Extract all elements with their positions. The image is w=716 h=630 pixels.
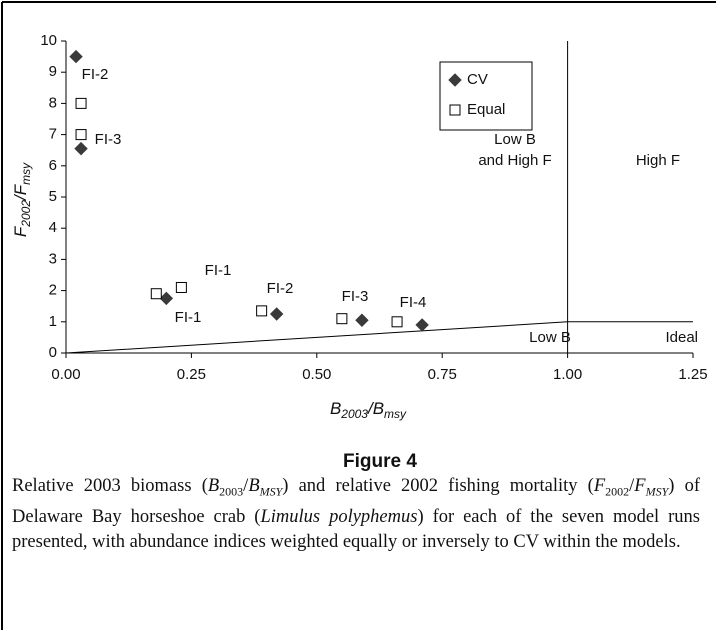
cv-point — [69, 49, 83, 64]
x-label-main2: /B — [367, 399, 384, 418]
y-tick-label: 2 — [49, 282, 57, 299]
point-annotation: FI-3 — [95, 131, 122, 148]
caption: Relative 2003 biomass (B2003/BMSY) and r… — [12, 474, 700, 555]
region-label: and High F — [478, 152, 551, 169]
caption-part: ) for each of the seven model runs prese… — [12, 506, 701, 552]
equal-point — [391, 316, 403, 328]
figure-label: Figure 4 — [343, 451, 417, 472]
equal-point — [75, 129, 87, 141]
equal-point — [75, 97, 87, 109]
equal-point — [336, 313, 348, 325]
y-tick-label: 4 — [49, 219, 57, 236]
x-tick-label: 1.00 — [553, 366, 582, 383]
x-tick-label: 0.00 — [51, 366, 80, 383]
caption-part: F — [634, 476, 646, 496]
y-tick-label: 8 — [49, 94, 57, 111]
y-label-sub2: msy — [19, 162, 33, 185]
caption-part: 2003 — [219, 484, 244, 499]
y-tick-label: 10 — [40, 32, 57, 49]
equal-point — [175, 281, 187, 293]
x-axis-label: B2003/Bmsy — [330, 399, 407, 421]
cv-point — [415, 318, 429, 332]
cv-point — [159, 291, 174, 306]
cv-point — [355, 313, 369, 327]
point-annotation: FI-4 — [400, 294, 427, 311]
legend-marker — [449, 104, 461, 116]
caption-part: Relative 2003 biomass ( — [12, 476, 208, 496]
caption-part: 2002 — [605, 484, 630, 499]
legend-label: CV — [467, 71, 488, 88]
caption-part: F — [593, 476, 606, 496]
y-label-main2: /F — [11, 183, 30, 201]
x-tick-label: 0.25 — [177, 366, 206, 383]
caption-part: MSY — [645, 484, 669, 499]
caption-part: / — [629, 476, 635, 496]
x-label-main: B — [330, 399, 341, 418]
y-tick-label: 5 — [49, 188, 57, 205]
y-tick-label: 1 — [49, 313, 57, 330]
point-annotation: FI-2 — [267, 280, 294, 297]
y-tick-label: 9 — [49, 63, 57, 80]
point-annotation: FI-1 — [205, 262, 232, 279]
point-annotation: FI-2 — [82, 66, 109, 83]
caption-part: ) and relative 2002 fishing mortality ( — [282, 476, 594, 496]
caption-part: / — [243, 476, 249, 496]
x-label-sub: 2003 — [340, 407, 368, 421]
legend-box — [439, 61, 533, 131]
x-tick-label: 0.75 — [428, 366, 457, 383]
region-label: Ideal — [665, 329, 698, 346]
caption-part: MSY — [259, 484, 283, 499]
x-tick-label: 1.25 — [678, 366, 707, 383]
region-label: Low B — [494, 131, 536, 148]
y-tick-label: 6 — [49, 157, 57, 174]
x-tick-label: 0.50 — [302, 366, 331, 383]
point-annotation: FI-3 — [342, 288, 369, 305]
y-tick-label: 7 — [49, 126, 57, 143]
cv-point — [74, 141, 88, 156]
threshold-f — [65, 321, 693, 354]
y-label-sub: 2002 — [19, 200, 33, 228]
y-tick-label: 0 — [49, 344, 57, 361]
region-label: Low B — [529, 329, 571, 346]
caption-part: B — [207, 476, 220, 496]
y-tick-label: 3 — [49, 250, 57, 267]
cv-point — [269, 307, 284, 321]
caption-part: B — [248, 476, 260, 496]
y-label-main: F — [11, 225, 30, 237]
equal-point — [150, 288, 162, 300]
equal-point — [256, 305, 268, 317]
x-label-sub2: msy — [384, 407, 407, 421]
region-label: High F — [636, 152, 680, 169]
point-annotation: FI-1 — [175, 309, 202, 326]
caption-part: Limulus polyphemus — [260, 506, 418, 527]
y-axis-label: F2002/Fmsy — [11, 162, 33, 237]
legend-marker — [448, 73, 462, 87]
caption-part: ) of Delaware Bay horseshoe crab ( — [12, 476, 700, 527]
legend-label: Equal — [467, 101, 505, 118]
